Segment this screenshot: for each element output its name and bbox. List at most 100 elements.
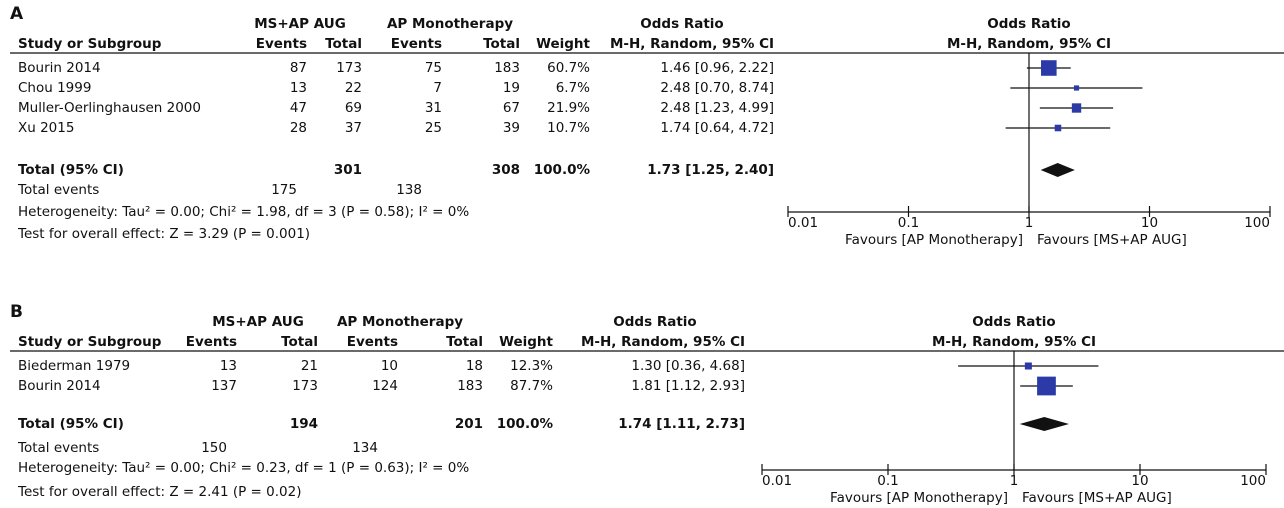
- column-header: Study or Subgroup: [18, 334, 162, 350]
- x-tick-label: 0.01: [762, 473, 792, 489]
- cell: 183: [457, 378, 483, 394]
- column-header: Total: [325, 36, 362, 52]
- total-n: 308: [492, 162, 520, 178]
- study-name: Bourin 2014: [18, 60, 101, 76]
- column-header: Weight: [499, 334, 553, 350]
- events-label: Total events: [17, 440, 99, 456]
- cell: 22: [345, 80, 362, 96]
- x-tick-label: 100: [1240, 473, 1266, 489]
- study-name: Biederman 1979: [18, 358, 130, 374]
- odds-ratio: 1.46 [0.96, 2.22]: [660, 60, 774, 76]
- total-n: 194: [290, 416, 318, 432]
- plot-title: Odds Ratio: [987, 16, 1070, 32]
- group-header: AP Monotherapy: [387, 16, 513, 32]
- cell: 39: [503, 120, 520, 136]
- panel-label: B: [10, 302, 23, 322]
- cell: 10.7%: [547, 120, 590, 136]
- cell: 87.7%: [510, 378, 553, 394]
- effect-title: Odds Ratio: [640, 16, 723, 32]
- cell: 173: [336, 60, 362, 76]
- cell: 124: [372, 378, 398, 394]
- cell: 13: [220, 358, 237, 374]
- x-tick-label: 0.1: [898, 215, 919, 231]
- column-header: Events: [256, 36, 307, 52]
- study-name: Muller-Oerlinghausen 2000: [18, 100, 201, 116]
- cell: 69: [345, 100, 362, 116]
- group-header: MS+AP AUG: [212, 314, 304, 330]
- cell: 10: [381, 358, 398, 374]
- x-tick-label: 1: [1025, 215, 1034, 231]
- study-box: [1054, 124, 1062, 132]
- overall-test: Test for overall effect: Z = 2.41 (P = 0…: [17, 484, 302, 500]
- odds-ratio: 2.48 [0.70, 8.74]: [660, 80, 774, 96]
- odds-ratio: 2.48 [1.23, 4.99]: [660, 100, 774, 116]
- total-weight: 100.0%: [534, 162, 591, 178]
- events-label: Total events: [17, 182, 99, 198]
- plot-method: M-H, Random, 95% CI: [947, 36, 1111, 52]
- cell: 21: [301, 358, 318, 374]
- panel-label: A: [10, 4, 24, 24]
- cell: 25: [425, 120, 442, 136]
- total-weight: 100.0%: [497, 416, 554, 432]
- effect-method: M-H, Random, 95% CI: [610, 36, 774, 52]
- cell: 7: [433, 80, 442, 96]
- favours-left: Favours [AP Monotherapy]: [845, 232, 1023, 248]
- column-header: Total: [446, 334, 483, 350]
- x-tick-label: 10: [1141, 215, 1158, 231]
- cell: 183: [494, 60, 520, 76]
- total-or: 1.73 [1.25, 2.40]: [647, 162, 774, 178]
- column-header: Events: [186, 334, 237, 350]
- odds-ratio: 1.74 [0.64, 4.72]: [660, 120, 774, 136]
- total-label: Total (95% CI): [18, 162, 124, 178]
- study-box: [1041, 60, 1057, 76]
- favours-left: Favours [AP Monotherapy]: [830, 490, 1008, 506]
- total-n: 301: [334, 162, 362, 178]
- total-events: 175: [271, 182, 297, 198]
- study-box: [1037, 376, 1056, 396]
- total-diamond: [1019, 417, 1069, 431]
- column-header: Study or Subgroup: [18, 36, 162, 52]
- heterogeneity: Heterogeneity: Tau² = 0.00; Chi² = 1.98,…: [18, 204, 469, 220]
- cell: 37: [345, 120, 362, 136]
- total-diamond: [1040, 163, 1075, 177]
- column-header: Events: [347, 334, 398, 350]
- favours-right: Favours [MS+AP AUG]: [1022, 490, 1172, 506]
- total-label: Total (95% CI): [18, 416, 124, 432]
- column-header: Weight: [536, 36, 590, 52]
- x-tick-label: 1: [1010, 473, 1019, 489]
- cell: 173: [292, 378, 318, 394]
- cell: 19: [503, 80, 520, 96]
- plot-title: Odds Ratio: [972, 314, 1055, 330]
- odds-ratio: 1.81 [1.12, 2.93]: [631, 378, 745, 394]
- cell: 6.7%: [556, 80, 590, 96]
- total-events: 150: [201, 440, 227, 456]
- study-box: [1024, 362, 1032, 370]
- study-name: Xu 2015: [18, 120, 74, 136]
- cell: 47: [290, 100, 307, 116]
- cell: 12.3%: [510, 358, 553, 374]
- x-tick-label: 10: [1131, 473, 1148, 489]
- cell: 137: [211, 378, 237, 394]
- effect-method: M-H, Random, 95% CI: [581, 334, 745, 350]
- x-tick-label: 0.1: [877, 473, 898, 489]
- cell: 60.7%: [547, 60, 590, 76]
- cell: 18: [466, 358, 483, 374]
- favours-right: Favours [MS+AP AUG]: [1037, 232, 1187, 248]
- study-name: Bourin 2014: [18, 378, 101, 394]
- study-box: [1073, 85, 1080, 91]
- cell: 21.9%: [547, 100, 590, 116]
- heterogeneity: Heterogeneity: Tau² = 0.00; Chi² = 0.23,…: [18, 460, 469, 476]
- total-or: 1.74 [1.11, 2.73]: [618, 416, 745, 432]
- group-header: MS+AP AUG: [254, 16, 346, 32]
- total-events: 134: [352, 440, 378, 456]
- cell: 67: [503, 100, 520, 116]
- odds-ratio: 1.30 [0.36, 4.68]: [631, 358, 745, 374]
- study-box: [1071, 103, 1082, 113]
- column-header: Events: [391, 36, 442, 52]
- cell: 87: [290, 60, 307, 76]
- column-header: Total: [281, 334, 318, 350]
- cell: 75: [425, 60, 442, 76]
- x-tick-label: 0.01: [788, 215, 818, 231]
- total-events: 138: [396, 182, 422, 198]
